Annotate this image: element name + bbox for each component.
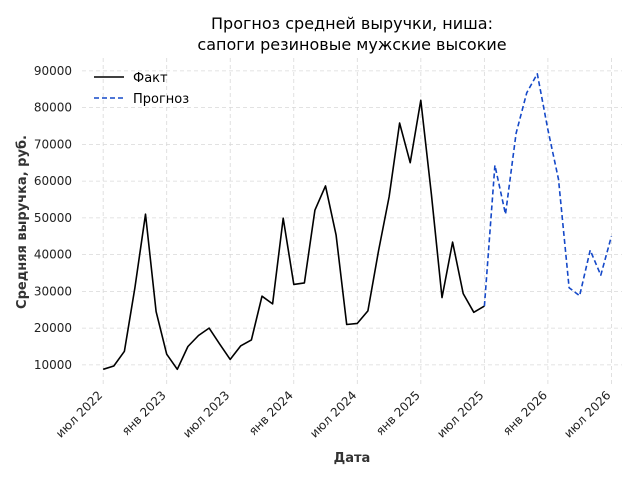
series-line-fact bbox=[102, 99, 485, 371]
y-tick-label: 10000 bbox=[34, 358, 72, 372]
y-axis-ticks: 10000 20000 30000 40000 50000 60000 70000 80000… bbox=[34, 64, 72, 372]
y-tick-label: 70000 bbox=[34, 137, 72, 151]
legend-label-forecast: Прогноз bbox=[133, 92, 189, 107]
x-axis-ticks: июл 2022 янв 2023 июл 2023 янв 2024 июл 2024… bbox=[53, 388, 614, 440]
grid-lines bbox=[82, 58, 622, 384]
x-tick-label: июл 2022 bbox=[53, 388, 105, 440]
x-tick-label: июл 2024 bbox=[307, 388, 359, 440]
x-tick-label: июл 2023 bbox=[180, 388, 232, 440]
x-tick-label: янв 2023 bbox=[119, 388, 169, 438]
legend: Факт Прогноз bbox=[94, 71, 189, 107]
x-tick-label: янв 2024 bbox=[246, 388, 296, 438]
chart-title: Прогноз средней выручки, ниша: сапоги ре… bbox=[197, 14, 506, 54]
x-tick-label: янв 2026 bbox=[500, 388, 550, 438]
y-tick-label: 80000 bbox=[34, 101, 72, 115]
y-axis-label: Средняя выручка, руб. bbox=[15, 135, 30, 309]
series-lines bbox=[102, 73, 613, 371]
x-tick-label: июл 2026 bbox=[561, 388, 613, 440]
y-tick-label: 50000 bbox=[34, 211, 72, 225]
y-tick-label: 30000 bbox=[34, 284, 72, 298]
x-tick-label: янв 2025 bbox=[373, 388, 423, 438]
y-tick-label: 40000 bbox=[34, 248, 72, 262]
chart-title-line-1: Прогноз средней выручки, ниша: bbox=[211, 14, 493, 33]
x-axis-label: Дата bbox=[334, 451, 371, 466]
y-tick-label: 20000 bbox=[34, 321, 72, 335]
legend-label-fact: Факт bbox=[133, 71, 168, 86]
y-tick-label: 90000 bbox=[34, 64, 72, 78]
series-line-forecast bbox=[483, 73, 613, 307]
y-tick-label: 60000 bbox=[34, 174, 72, 188]
chart-title-line-2: сапоги резиновые мужские высокие bbox=[197, 35, 506, 54]
x-tick-label: июл 2025 bbox=[434, 388, 486, 440]
